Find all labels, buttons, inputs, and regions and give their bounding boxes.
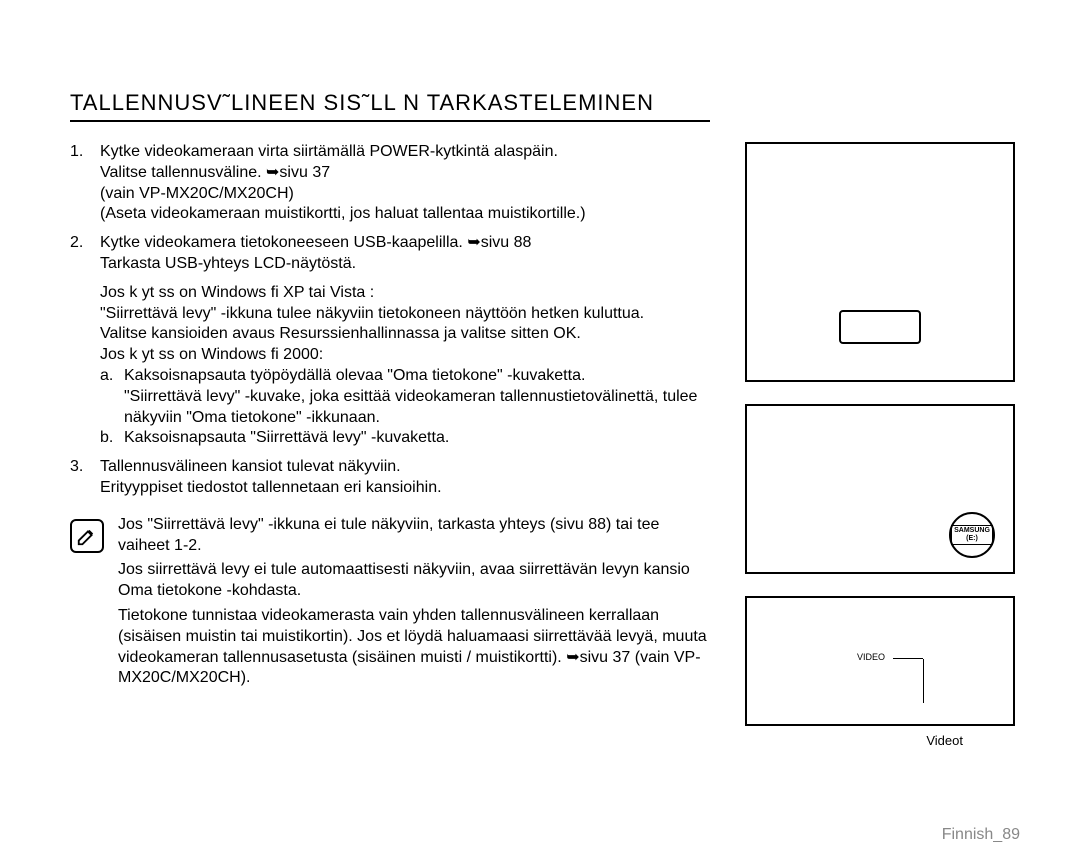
substep-a: a. Kaksoisnapsauta työpöydällä olevaa "O… bbox=[100, 366, 710, 428]
removable-disk-icon: SAMSUNG (E:) bbox=[949, 512, 995, 558]
note-bullet: Jos "Siirrettävä levy" -ikkuna ei tule n… bbox=[118, 515, 710, 557]
windows-xp-block: Jos k yt ss on Windows ﬁ XP tai Vista : … bbox=[70, 283, 710, 345]
figure-my-computer: SAMSUNG (E:) bbox=[745, 404, 1015, 574]
page-number: Finnish_89 bbox=[942, 826, 1020, 844]
bullet-text: Jos siirrettävä levy ei tule automaattis… bbox=[118, 560, 710, 602]
badge-label: SAMSUNG (E:) bbox=[951, 525, 993, 544]
badge-line1: SAMSUNG bbox=[954, 527, 990, 535]
text-line: (vain VP-MX20C/MX20CH) bbox=[100, 184, 710, 205]
text-line: Erityyppiset tiedostot tallennetaan eri … bbox=[100, 478, 710, 499]
note-icon bbox=[70, 519, 104, 553]
substep-body: Kaksoisnapsauta työpöydällä olevaa "Oma … bbox=[124, 366, 710, 428]
dialog-ok-button bbox=[839, 310, 921, 344]
badge-line2: (E:) bbox=[954, 535, 990, 543]
text-line: Tarkasta USB-yhteys LCD-näytöstä. bbox=[100, 254, 710, 275]
step-number: 3. bbox=[70, 457, 100, 499]
step-body: Kytke videokamera tietokoneeseen USB-kaa… bbox=[100, 233, 710, 275]
step-1: 1. Kytke videokameraan virta siirtämällä… bbox=[70, 142, 710, 225]
substep-b: b. Kaksoisnapsauta "Siirrettävä levy" -k… bbox=[100, 428, 710, 449]
text-line: Valitse kansioiden avaus Resurssienhalli… bbox=[100, 324, 710, 345]
folder-label: VIDEO bbox=[857, 652, 885, 662]
text-line: "Siirrettävä levy" -ikkuna tulee näkyvii… bbox=[100, 304, 710, 325]
dialog-content-placeholder bbox=[827, 184, 933, 262]
step-number: 2. bbox=[70, 233, 100, 275]
text-line: Kytke videokameraan virta siirtämällä PO… bbox=[100, 142, 710, 163]
text-line: Kaksoisnapsauta työpöydällä olevaa "Oma … bbox=[124, 366, 710, 387]
subheading: Jos k yt ss on Windows ﬁ 2000: bbox=[100, 345, 710, 366]
pencil-note-icon bbox=[76, 525, 98, 547]
step-number: 1. bbox=[70, 142, 100, 225]
substep-letter: b. bbox=[100, 428, 124, 449]
step-3: 3. Tallennusvälineen kansiot tulevat näk… bbox=[70, 457, 710, 499]
text-line: Tallennusvälineen kansiot tulevat näkyvi… bbox=[100, 457, 710, 478]
figure-column: SAMSUNG (E:) VIDEO Videot bbox=[740, 142, 1020, 726]
step-body: Kytke videokameraan virta siirtämällä PO… bbox=[100, 142, 710, 225]
note-bullet: Tietokone tunnistaa videokamerasta vain … bbox=[118, 606, 710, 689]
content-row: 1. Kytke videokameraan virta siirtämällä… bbox=[70, 142, 1030, 726]
figure-folder: VIDEO bbox=[745, 596, 1015, 726]
subheading: Jos k yt ss on Windows ﬁ XP tai Vista : bbox=[100, 283, 710, 304]
bullet-text: Tietokone tunnistaa videokamerasta vain … bbox=[118, 606, 710, 689]
text-line: (Aseta videokameraan muistikortti, jos h… bbox=[100, 204, 710, 225]
callout-line bbox=[893, 658, 923, 659]
text-line: Valitse tallennusväline. ➥sivu 37 bbox=[100, 163, 710, 184]
figure-caption: Videot bbox=[926, 733, 963, 748]
note-bullet: Jos siirrettävä levy ei tule automaattis… bbox=[118, 560, 710, 602]
text-column: 1. Kytke videokameraan virta siirtämällä… bbox=[70, 142, 710, 726]
note-block: Jos "Siirrettävä levy" -ikkuna ei tule n… bbox=[70, 515, 710, 693]
text-line: "Siirrettävä levy" -kuvake, joka esittää… bbox=[124, 387, 710, 429]
substep-body: Kaksoisnapsauta "Siirrettävä levy" -kuva… bbox=[124, 428, 710, 449]
substep-letter: a. bbox=[100, 366, 124, 428]
bullet-text: Jos "Siirrettävä levy" -ikkuna ei tule n… bbox=[118, 515, 710, 557]
figure-folder-wrap: VIDEO Videot bbox=[745, 596, 1015, 726]
figure-dialog bbox=[745, 142, 1015, 382]
step-2: 2. Kytke videokamera tietokoneeseen USB-… bbox=[70, 233, 710, 275]
text-line: Kaksoisnapsauta "Siirrettävä levy" -kuva… bbox=[124, 428, 710, 449]
step-body: Tallennusvälineen kansiot tulevat näkyvi… bbox=[100, 457, 710, 499]
text-line: Kytke videokamera tietokoneeseen USB-kaa… bbox=[100, 233, 710, 254]
section-heading: TALLENNUSV˜LINEEN SIS˜LL N TARKASTELEMIN… bbox=[70, 90, 710, 122]
windows-2000-block: Jos k yt ss on Windows ﬁ 2000: a. Kaksoi… bbox=[70, 345, 710, 449]
note-bullets: Jos "Siirrettävä levy" -ikkuna ei tule n… bbox=[118, 515, 710, 693]
